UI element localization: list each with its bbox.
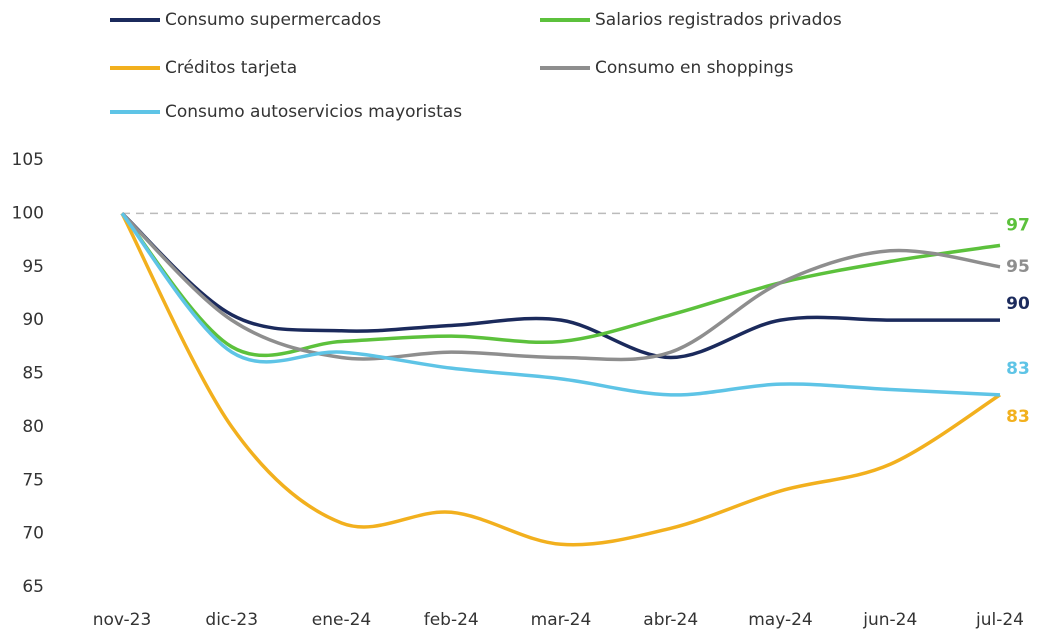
y-tick-label: 70 [22, 524, 44, 544]
x-tick-label: dic-23 [205, 610, 258, 630]
x-tick-label: may-24 [748, 610, 813, 630]
x-tick-label: feb-24 [424, 610, 479, 630]
x-tick-label: mar-24 [531, 610, 592, 630]
end-label: 95 [1006, 257, 1030, 277]
legend-label: Consumo supermercados [165, 10, 381, 30]
x-tick-label: abr-24 [643, 610, 698, 630]
legend-label: Salarios registrados privados [595, 10, 842, 30]
y-tick-label: 75 [22, 470, 44, 490]
legend-label: Consumo en shoppings [595, 58, 794, 78]
y-tick-label: 95 [22, 257, 44, 277]
legend-label: Créditos tarjeta [165, 58, 297, 78]
series-line [120, 212, 1001, 547]
y-tick-label: 105 [12, 150, 44, 170]
x-tick-label: ene-24 [312, 610, 371, 630]
end-label: 83 [1006, 359, 1030, 379]
x-tick-label: nov-23 [93, 610, 152, 630]
y-tick-label: 80 [22, 417, 44, 437]
series-line [120, 212, 1001, 362]
end-label: 90 [1006, 294, 1030, 314]
end-label: 83 [1006, 407, 1030, 427]
y-tick-label: 85 [22, 364, 44, 384]
end-label: 97 [1006, 215, 1030, 235]
x-tick-label: jul-24 [975, 610, 1024, 630]
series-line [120, 212, 1001, 358]
x-tick-label: jun-24 [862, 610, 917, 630]
y-tick-label: 100 [12, 203, 44, 223]
legend-label: Consumo autoservicios mayoristas [165, 102, 462, 122]
series-line [120, 212, 1001, 397]
y-tick-label: 90 [22, 310, 44, 330]
series-line [120, 212, 1000, 360]
y-tick-label: 65 [22, 577, 44, 597]
